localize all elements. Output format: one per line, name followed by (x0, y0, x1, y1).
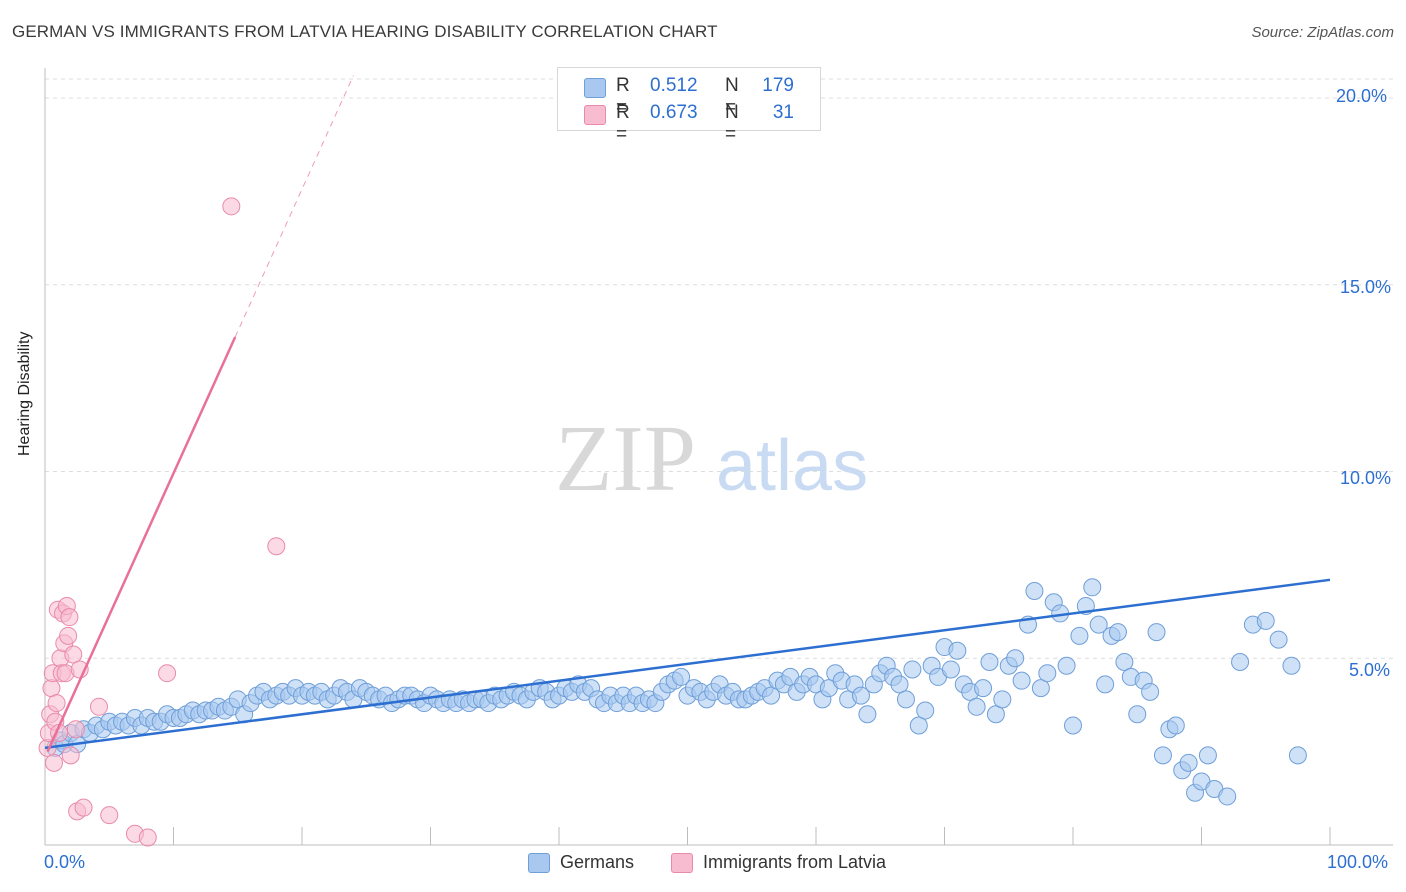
scatter-point (66, 720, 85, 739)
scatter-point (1038, 664, 1057, 683)
scatter-point (1256, 611, 1275, 630)
scatter-point (909, 716, 928, 735)
y-tick-label-15: 15.0% (1340, 277, 1392, 297)
scatter-point (1031, 679, 1050, 698)
scatter-point (916, 701, 935, 720)
scatter-point (74, 798, 93, 817)
scatter-point (980, 652, 999, 671)
watermark-atlas: atlas (716, 426, 868, 506)
scatter-point (1269, 630, 1288, 649)
scatter-point (1166, 716, 1185, 735)
x-tick-label-max: 100.0% (1327, 852, 1389, 872)
scatter-point (993, 690, 1012, 709)
scatter-point (158, 664, 177, 683)
chart-title: GERMAN VS IMMIGRANTS FROM LATVIA HEARING… (12, 22, 718, 41)
bottom-legend-label-germans: Germans (560, 852, 635, 872)
scatter-point (100, 806, 119, 825)
legend-swatch-germans (584, 78, 606, 98)
y-tick-label-10: 10.0% (1340, 468, 1392, 488)
bottom-legend-label-latvia: Immigrants from Latvia (703, 852, 887, 872)
x-tick-label-min: 0.0% (44, 852, 86, 872)
trend-line-latvia-extension (234, 75, 354, 338)
scatter-point (1096, 675, 1115, 694)
scatter-point (1153, 746, 1172, 765)
y-tick-label-20: 20.0% (1336, 86, 1388, 106)
scatter-point (1141, 682, 1160, 701)
scatter-point (1115, 652, 1134, 671)
scatter-point (59, 626, 78, 645)
watermark-zip: ZIP (555, 407, 696, 511)
legend-swatch-latvia (584, 105, 606, 125)
scatter-point (1006, 649, 1025, 668)
series-germans (46, 578, 1307, 806)
trend-lines (44, 75, 1331, 753)
scatter-point (672, 667, 691, 686)
scatter-point (1282, 656, 1301, 675)
grid-lines (45, 78, 1393, 659)
zipatlas-watermark: ZIP atlas (555, 407, 868, 511)
scatter-point (903, 660, 922, 679)
scatter-point (44, 753, 63, 772)
legend-r-label: R = (616, 102, 630, 145)
scatter-point (858, 705, 877, 724)
scatter-point (1231, 652, 1250, 671)
y-tick-label-5: 5.0% (1349, 660, 1391, 680)
scatter-point (60, 608, 79, 627)
scatter-point (1288, 746, 1307, 765)
scatter-point (1057, 656, 1076, 675)
scatter-point (1218, 787, 1237, 806)
scatter-point (1179, 753, 1198, 772)
scatter-point (222, 197, 241, 216)
legend-n-value: 31 (772, 102, 794, 123)
legend-n-label: N = (725, 102, 739, 145)
legend: R = 0.512 N = 179 R = 0.673 N = 31 (557, 67, 821, 145)
legend-r-value: 0.673 (650, 102, 698, 123)
y-axis-label: Hearing Disability (16, 331, 33, 457)
scatter-point (42, 679, 61, 698)
scatter-point (64, 645, 83, 664)
scatter-point (896, 690, 915, 709)
scatter-point (851, 686, 870, 705)
scatter-point (890, 675, 909, 694)
scatter-point (967, 697, 986, 716)
trend-line-germans (44, 578, 1331, 750)
series-latvia (38, 197, 286, 847)
scatter-point (1147, 623, 1166, 642)
bottom-legend-swatch-germans (528, 853, 550, 873)
scatter-point (1128, 705, 1147, 724)
scatter-point (974, 679, 993, 698)
scatter-point (948, 641, 967, 660)
scatter-point (89, 697, 108, 716)
legend-r-label: R = (616, 75, 630, 118)
bottom-legend-swatch-latvia (671, 853, 693, 873)
chart-source: Source: ZipAtlas.com (1251, 24, 1394, 41)
scatter-point (47, 694, 66, 713)
scatter-point (1083, 578, 1102, 597)
scatter-point (1198, 746, 1217, 765)
scatter-point (1089, 615, 1108, 634)
scatter-point (1012, 671, 1031, 690)
scatter-point (941, 660, 960, 679)
scatter-point (267, 537, 286, 556)
legend-n-value: 179 (762, 75, 794, 96)
scatter-point (762, 686, 781, 705)
legend-n-label: N = (725, 75, 739, 118)
trend-line-latvia (46, 336, 237, 753)
scatter-point (138, 828, 157, 847)
scatter-point (1070, 626, 1089, 645)
scatter-point (1108, 623, 1127, 642)
scatter-point (986, 705, 1005, 724)
scatter-point (1064, 716, 1082, 735)
legend-r-value: 0.512 (650, 75, 698, 96)
scatter-point (1025, 582, 1044, 601)
x-ticks (44, 827, 1331, 845)
scatter-point (61, 746, 80, 765)
